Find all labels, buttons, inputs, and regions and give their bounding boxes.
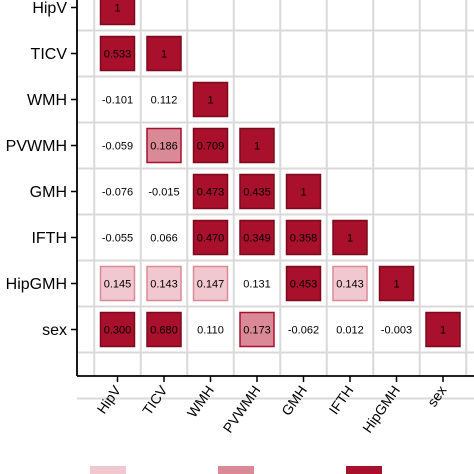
cell-value-label: 0.173 bbox=[243, 325, 271, 337]
heatmap-cell-hipgmh-hipv bbox=[99, 265, 136, 302]
heatmap-cell-ticv-hipv bbox=[99, 35, 136, 72]
cell-value-label: 0.143 bbox=[336, 279, 364, 291]
heatmap-cell-hipgmh-ifth bbox=[332, 265, 368, 302]
y-tick-label-wmh: WMH bbox=[27, 92, 67, 109]
heatmap-cell-pvwmh-wmh bbox=[192, 127, 229, 164]
heatmap-cell-hipv-hipv bbox=[99, 0, 136, 26]
x-tick-label-sex: sex bbox=[424, 383, 450, 410]
heatmap-cell-hipgmh-gmh bbox=[285, 265, 322, 302]
y-tick-label-ticv: TICV bbox=[31, 46, 68, 63]
cell-value-label: -0.055 bbox=[102, 233, 133, 245]
heatmap-cell-pvwmh-pvwmh bbox=[239, 127, 275, 164]
cell-value-label: 1 bbox=[347, 233, 353, 245]
y-tick-label-gmh: GMH bbox=[30, 184, 67, 201]
heatmap-cells: 1 0.533 1 -0.101 0.112 1 -0.059 0.186 0.709 1 -0.0… bbox=[99, 0, 461, 348]
cell-value-label: 1 bbox=[393, 279, 399, 291]
grid-lines bbox=[77, 0, 474, 400]
heatmap-cell-sex-pvwmh bbox=[239, 311, 275, 348]
cell-value-label: 0.012 bbox=[336, 325, 364, 337]
heatmap-cell-wmh-wmh bbox=[192, 81, 229, 118]
cell-value-label: 1 bbox=[440, 325, 446, 337]
cell-value-label: 0.470 bbox=[197, 233, 225, 245]
cell-value-label: 0.131 bbox=[243, 279, 271, 291]
cell-value-label: 0.112 bbox=[151, 95, 178, 107]
cell-value-label: 0.473 bbox=[197, 187, 225, 199]
y-tick-label-ifth: IFTH bbox=[31, 230, 67, 247]
cell-value-label: -0.003 bbox=[381, 325, 412, 337]
cell-value-label: 0.358 bbox=[290, 233, 318, 245]
heatmap-cell-gmh-pvwmh bbox=[239, 173, 275, 210]
heatmap-cell-hipgmh-hipgmh bbox=[378, 265, 415, 302]
heatmap-cell-ifth-wmh bbox=[192, 219, 229, 256]
heatmap-cell-hipgmh-ticv bbox=[146, 265, 182, 302]
x-tick-label-gmh: GMH bbox=[278, 383, 310, 419]
cell-value-label: -0.059 bbox=[102, 141, 133, 153]
heatmap-cell-ifth-ifth bbox=[332, 219, 368, 256]
cell-value-label: -0.062 bbox=[288, 325, 319, 337]
cell-value-label: 0.453 bbox=[290, 279, 318, 291]
cell-value-label: 1 bbox=[254, 141, 260, 153]
x-tick-label-ifth: IFTH bbox=[326, 383, 357, 418]
cell-value-label: 0.110 bbox=[197, 325, 224, 337]
cell-value-label: -0.076 bbox=[102, 187, 133, 199]
x-tick-label-pvwmh: PVWMH bbox=[220, 383, 264, 436]
heatmap-cell-sex-hipv bbox=[99, 311, 136, 348]
cell-value-label: 0.066 bbox=[150, 233, 178, 245]
heatmap-cell-hipgmh-wmh bbox=[192, 265, 229, 302]
cell-value-label: 0.300 bbox=[104, 325, 132, 337]
cell-value-label: 0.349 bbox=[243, 233, 271, 245]
cell-value-label: 0.143 bbox=[150, 279, 178, 291]
legend-swatch bbox=[90, 466, 126, 474]
legend-swatch bbox=[218, 466, 254, 474]
legend bbox=[90, 466, 382, 474]
x-tick-label-hipgmh: HipGMH bbox=[359, 383, 403, 436]
x-tick-label-ticv: TICV bbox=[139, 382, 171, 418]
y-tick-label-hipgmh: HipGMH bbox=[6, 276, 67, 293]
cell-value-label: 0.186 bbox=[150, 141, 178, 153]
cell-value-label: 0.435 bbox=[243, 187, 271, 199]
heatmap-cell-sex-sex bbox=[425, 311, 461, 348]
axes bbox=[71, 0, 474, 382]
cell-value-label: 0.709 bbox=[197, 141, 225, 153]
cell-value-label: 0.145 bbox=[104, 279, 132, 291]
cell-value-label: 0.147 bbox=[197, 279, 225, 291]
cell-value-label: 1 bbox=[161, 49, 167, 61]
heatmap-cell-gmh-gmh bbox=[285, 173, 322, 210]
heatmap-cell-ticv-ticv bbox=[146, 35, 182, 72]
cell-value-label: 1 bbox=[207, 95, 213, 107]
cell-value-label: 0.680 bbox=[150, 325, 178, 337]
heatmap-cell-sex-ticv bbox=[146, 311, 182, 348]
legend-swatch bbox=[346, 466, 382, 474]
y-tick-label-sex: sex bbox=[42, 322, 67, 339]
y-tick-label-pvwmh: PVWMH bbox=[6, 138, 67, 155]
y-tick-label-hipv: HipV bbox=[32, 0, 67, 17]
cell-value-label: 1 bbox=[300, 187, 306, 199]
heatmap-cell-ifth-pvwmh bbox=[239, 219, 275, 256]
cell-value-label: 0.533 bbox=[104, 49, 132, 61]
cell-value-label: 1 bbox=[114, 3, 120, 15]
heatmap-cell-gmh-wmh bbox=[192, 173, 229, 210]
heatmap-cell-ifth-gmh bbox=[285, 219, 322, 256]
cell-value-label: -0.101 bbox=[102, 95, 133, 107]
heatmap-cell-pvwmh-ticv bbox=[146, 127, 182, 164]
x-tick-label-wmh: WMH bbox=[184, 383, 217, 421]
cell-value-label: -0.015 bbox=[148, 187, 179, 199]
